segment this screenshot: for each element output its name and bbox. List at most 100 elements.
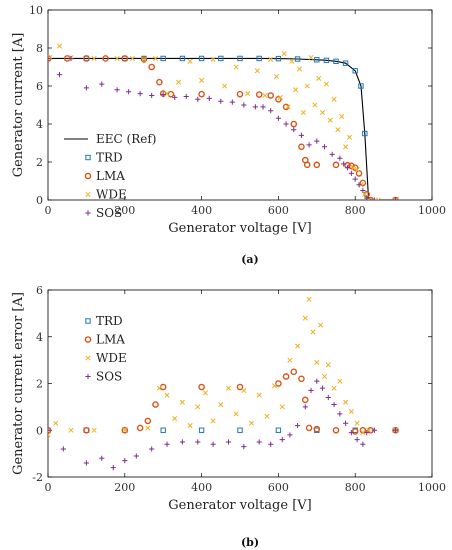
data-point-wde	[48, 432, 51, 438]
data-point-lma	[303, 161, 311, 169]
data-point-wde	[323, 81, 329, 87]
data-point-sos	[268, 441, 274, 447]
y-tick-label: 6	[36, 284, 43, 297]
data-point-sos	[83, 460, 89, 466]
data-point-sos	[360, 441, 366, 447]
data-point-sos	[241, 444, 247, 450]
data-point-sos	[392, 197, 399, 200]
data-point-trd	[160, 427, 166, 433]
data-point-wde	[304, 83, 310, 89]
data-point-wde	[164, 392, 170, 398]
data-point-sos	[256, 439, 262, 445]
data-point-lma	[267, 92, 275, 99]
x-tick-label: 800	[345, 204, 366, 217]
x-tick-label: 200	[114, 481, 135, 494]
data-point-lma	[332, 161, 340, 169]
data-point-lma	[301, 396, 309, 404]
legend-label-wde: WDE	[96, 351, 127, 365]
chart-panel-1: 0 200 400 600 800 1000 0 2 4 6 8 10 Generator voltag…	[11, 4, 446, 266]
x-tick-label: 0	[45, 481, 52, 494]
data-point-trd	[358, 83, 364, 89]
data-point-sos	[352, 176, 358, 182]
data-point-sos	[48, 427, 51, 433]
legend-label-wde: WDE	[96, 188, 127, 202]
series-wde	[48, 43, 399, 200]
data-point-lma	[298, 143, 305, 151]
data-point-trd	[362, 130, 368, 137]
data-point-lma	[359, 179, 367, 187]
data-point-sos	[319, 385, 326, 391]
data-point-wde	[320, 110, 326, 116]
data-point-wde	[233, 411, 239, 417]
data-point-sos	[291, 127, 297, 133]
data-point-sos	[329, 151, 335, 157]
data-point-trd	[294, 56, 301, 62]
data-point-sos	[99, 455, 105, 461]
legend-swatch-sos	[85, 373, 91, 380]
data-point-wde	[289, 58, 295, 64]
data-point-sos	[295, 422, 301, 429]
data-point-wde	[346, 134, 352, 140]
data-point-lma	[290, 120, 298, 128]
legend-swatch-trd	[85, 318, 91, 324]
panel-caption: (a)	[241, 253, 259, 266]
legend-label-sos: SOS	[96, 206, 122, 220]
data-point-wde	[277, 94, 283, 100]
data-point-sos	[298, 132, 305, 138]
data-point-sos	[114, 87, 120, 93]
data-point-wde	[285, 104, 291, 110]
data-point-wde	[287, 357, 293, 363]
data-point-sos	[314, 138, 320, 144]
legend-swatch-sos	[85, 210, 91, 216]
data-point-wde	[331, 385, 337, 391]
data-point-wde	[316, 75, 322, 81]
data-point-wde	[141, 56, 147, 62]
data-point-sos	[110, 465, 116, 471]
data-point-lma	[236, 383, 244, 391]
legend-swatch-wde	[85, 191, 91, 198]
data-point-sos	[48, 55, 51, 62]
data-point-wde	[225, 385, 232, 391]
data-point-lma	[198, 383, 205, 391]
x-axis-label: Generator voltage [V]	[168, 498, 312, 513]
data-point-wde	[279, 404, 285, 410]
series-sos	[48, 378, 399, 471]
legend-label-eec-ref: EEC (Ref)	[96, 132, 156, 146]
series-sos	[48, 55, 399, 200]
data-point-wde	[335, 127, 341, 133]
data-point-wde	[331, 96, 337, 102]
y-tick-label: 0	[36, 194, 43, 207]
data-point-sos	[195, 439, 201, 445]
plot-marks	[48, 296, 399, 471]
data-point-wde	[53, 420, 59, 426]
y-tick-label: 2	[36, 378, 43, 391]
data-point-wde	[91, 427, 97, 433]
data-point-wde	[306, 296, 312, 302]
data-point-sos	[241, 102, 247, 108]
data-point-sos	[343, 420, 349, 426]
x-tick-label: 400	[191, 481, 212, 494]
y-tick-label: 0	[36, 424, 43, 437]
data-point-wde	[310, 329, 316, 335]
data-point-sos	[164, 441, 170, 447]
legend-label-trd: TRD	[96, 314, 123, 328]
data-point-trd	[275, 427, 282, 433]
data-point-wde	[375, 197, 381, 200]
y-tick-label: 4	[36, 331, 43, 344]
data-point-trd	[275, 55, 282, 62]
data-point-lma	[282, 373, 290, 380]
data-point-wde	[248, 420, 255, 426]
data-point-wde	[293, 87, 299, 93]
x-tick-label: 1000	[418, 204, 446, 217]
data-point-sos	[183, 93, 189, 100]
data-point-lma	[255, 91, 263, 98]
y-tick-label: 8	[36, 42, 43, 55]
data-point-sos	[337, 155, 343, 161]
data-point-sos	[268, 108, 274, 114]
x-tick-label: 600	[268, 481, 289, 494]
data-point-sos	[325, 394, 331, 401]
data-point-wde	[187, 423, 193, 429]
data-point-sos	[206, 95, 212, 101]
data-point-wde	[56, 43, 63, 49]
data-point-wde	[241, 387, 247, 394]
